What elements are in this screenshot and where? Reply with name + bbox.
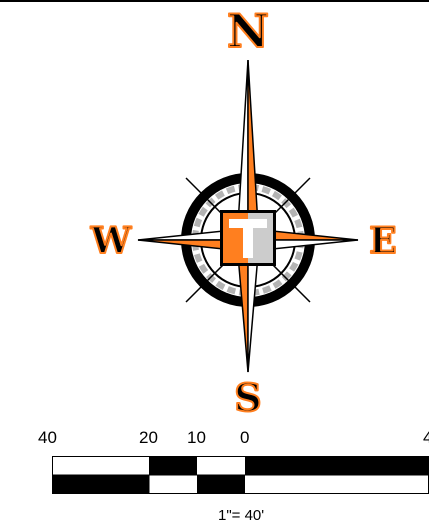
scale-segment-top-3 <box>245 456 429 475</box>
scale-label-0: 0 <box>240 428 250 447</box>
center-logo-badge: T <box>220 210 276 266</box>
scale-segment-bottom-0 <box>52 475 150 494</box>
cardinal-labels: N S W E <box>89 3 398 421</box>
scale-label-10: 10 <box>187 428 206 447</box>
scale-label-20: 20 <box>139 428 158 447</box>
scale-label-40: 40 <box>38 428 57 447</box>
frame-top-border <box>0 0 429 2</box>
scale-bar <box>52 456 429 494</box>
east-label: E <box>369 220 396 262</box>
scale-label-right: 4 <box>423 428 429 447</box>
west-label: W <box>90 220 132 262</box>
scale-ratio-text: 1"= 40' <box>218 507 265 524</box>
south-label: S <box>234 375 261 420</box>
north-label: N <box>227 4 269 58</box>
scale-segment-bottom-2 <box>197 475 245 494</box>
scale-segment-top-1 <box>149 456 197 475</box>
